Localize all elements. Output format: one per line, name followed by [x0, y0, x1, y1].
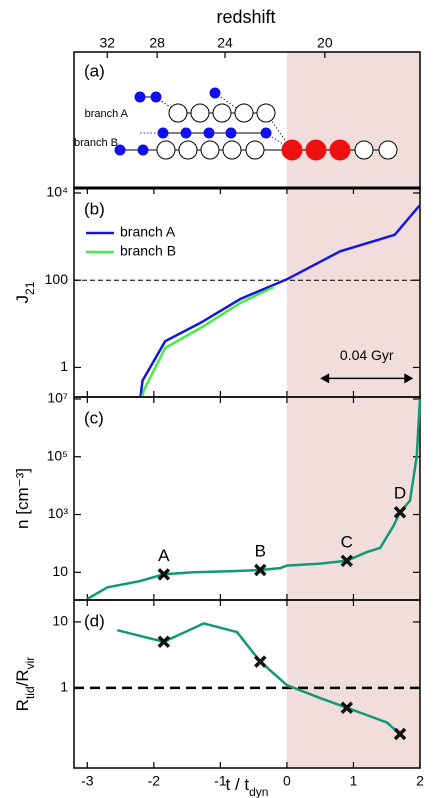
tree-node — [157, 127, 169, 139]
legend-label: branch B — [120, 243, 176, 259]
y-tick-label: 10⁵ — [47, 447, 68, 463]
panel-label: (c) — [84, 408, 104, 427]
top-tick-label: 28 — [149, 35, 165, 51]
marker-label: C — [341, 532, 353, 551]
tree-node — [114, 144, 126, 156]
data-line — [139, 204, 421, 398]
y-tick-label: 1 — [60, 358, 68, 374]
x-axis-label: t / tdyn — [226, 775, 269, 798]
x-marker-stroke — [393, 506, 407, 519]
tree-node — [222, 140, 242, 160]
x-marker — [254, 563, 267, 577]
y-axis-label-part: R — [13, 699, 32, 711]
arrow-head — [404, 373, 414, 384]
x-marker-stroke — [254, 655, 267, 668]
x-tick-label: -3 — [81, 773, 94, 789]
y-tick-label: 10⁴ — [46, 184, 68, 200]
x-tick-label: -1 — [214, 773, 227, 789]
tree-node — [329, 139, 351, 161]
x-marker-stroke — [340, 701, 354, 714]
x-axis-label-part: dyn — [249, 785, 268, 798]
branch-label: branch A — [85, 108, 129, 120]
tree-node — [256, 103, 276, 123]
x-marker — [157, 635, 171, 649]
data-line — [116, 622, 401, 735]
tree-node — [212, 103, 232, 123]
panel-label: (d) — [84, 611, 105, 630]
tree-node — [180, 127, 192, 139]
x-marker-stroke — [157, 635, 171, 649]
tree-node — [281, 139, 303, 161]
tree-node — [245, 140, 265, 160]
tree-node — [225, 127, 237, 139]
panel-label: (a) — [84, 61, 105, 80]
tree-node — [190, 103, 210, 123]
tree-node — [156, 140, 176, 160]
y-axis-label: n [cm⁻³] — [13, 468, 32, 529]
y-axis-label-part: vir — [23, 657, 37, 670]
tree-node — [260, 127, 272, 139]
annotation-text: 0.04 Gyr — [340, 347, 394, 363]
top-tick-label: 24 — [217, 35, 233, 51]
tree-node — [305, 139, 327, 161]
y-tick-label: 10 — [52, 613, 68, 629]
legend-label: branch A — [120, 224, 176, 240]
x-marker — [340, 701, 354, 714]
tree-node — [178, 140, 198, 160]
marker-label: B — [255, 542, 266, 561]
panel-label: (b) — [84, 199, 105, 218]
tree-node — [168, 103, 188, 123]
x-marker — [340, 554, 354, 568]
x-marker-stroke — [254, 563, 267, 577]
marker-label: D — [394, 484, 406, 503]
x-tick-label: -2 — [148, 773, 161, 789]
tree-node — [134, 91, 146, 103]
arrow-head — [320, 373, 330, 384]
top-axis-label: redshift — [216, 7, 275, 27]
y-tick-label: 10⁷ — [47, 390, 68, 406]
data-line — [140, 285, 275, 398]
y-axis-label-part: J — [13, 295, 32, 304]
y-axis-label: J21 — [13, 281, 37, 303]
x-marker — [393, 506, 407, 519]
x-marker-stroke — [393, 727, 407, 741]
branch-label: branch B — [74, 137, 118, 149]
tree-node — [203, 127, 215, 139]
marker-label: A — [158, 546, 170, 565]
y-tick-label: 10 — [52, 563, 68, 579]
panel-frame — [73, 599, 421, 769]
y-axis-label-part: 21 — [23, 281, 37, 295]
tree-node — [209, 87, 221, 99]
y-tick-label: 1 — [60, 679, 68, 695]
x-tick-label: 0 — [283, 773, 291, 789]
x-marker-stroke — [157, 568, 171, 581]
top-tick-label: 20 — [317, 35, 333, 51]
x-marker — [157, 568, 171, 581]
x-marker — [254, 655, 267, 668]
tree-node — [150, 91, 162, 103]
x-marker-stroke — [340, 554, 354, 568]
x-tick-label: 1 — [350, 773, 358, 789]
tree-node — [200, 140, 220, 160]
x-marker — [393, 727, 407, 741]
x-axis-label-part: t / t — [226, 775, 250, 794]
y-axis-label-part: /R — [13, 669, 32, 686]
y-axis-label: Rtid/Rvir — [13, 657, 37, 712]
y-tick-label: 100 — [45, 271, 69, 287]
highlight-region — [286, 52, 420, 768]
tree-node — [137, 144, 149, 156]
tree-node — [234, 103, 254, 123]
y-axis-label-part: tid — [23, 686, 37, 699]
top-tick-label: 32 — [99, 35, 115, 51]
y-tick-label: 10³ — [48, 505, 69, 521]
y-axis-label-part: n [cm⁻³] — [13, 468, 32, 529]
x-tick-label: 2 — [416, 773, 424, 789]
tree-node — [378, 140, 398, 160]
tree-node — [354, 140, 374, 160]
